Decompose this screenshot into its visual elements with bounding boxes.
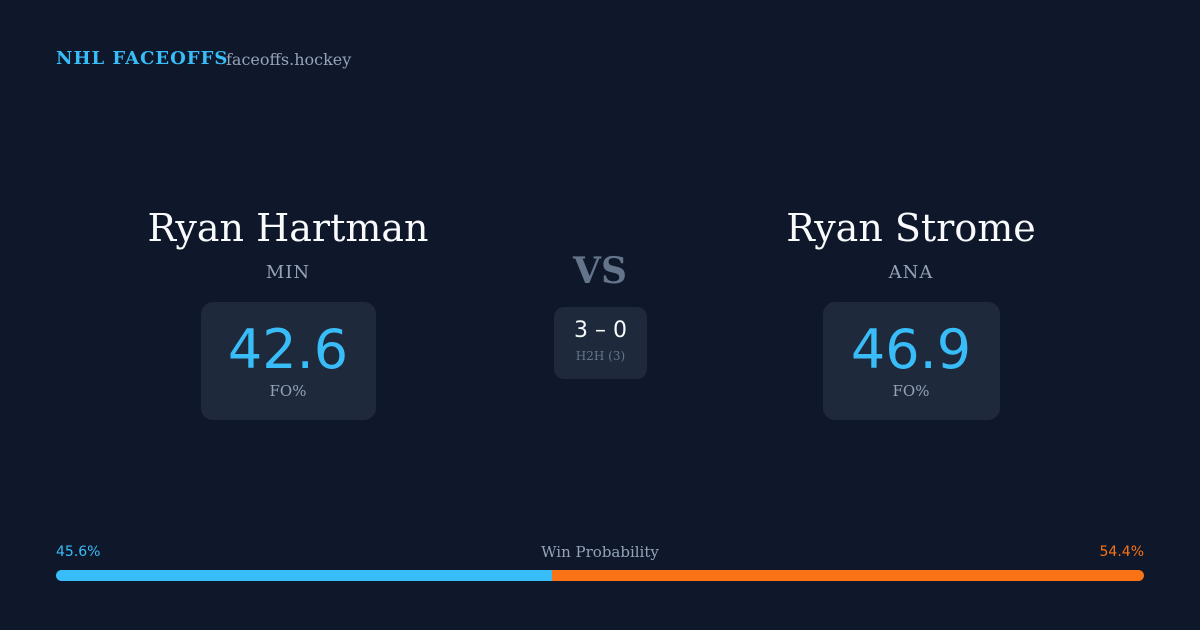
win-prob-bar [56, 570, 1144, 581]
fo-label: FO% [892, 382, 930, 400]
site-name: faceoffs.hockey [226, 50, 352, 69]
player-team: ANA [888, 262, 934, 283]
fo-label: FO% [269, 382, 307, 400]
versus: VS [573, 250, 627, 292]
win-prob-segment [56, 570, 553, 581]
stat-box [201, 302, 376, 420]
win-prob-segment [552, 570, 1144, 581]
h2h-label: H2H (3) [575, 349, 626, 363]
h2h-score: 3 – 0 [574, 318, 627, 343]
player-name: Ryan Strome [786, 206, 1036, 250]
stat-box [823, 302, 1000, 420]
h2h-box [554, 307, 647, 379]
win-prob-right: 54.4% [1099, 544, 1144, 560]
player-team: MIN [265, 262, 311, 283]
player-name: Ryan Hartman [147, 206, 429, 250]
fo-pct: 46.9 [850, 318, 972, 381]
win-prob-label: Win Probability [541, 543, 659, 561]
win-prob-left: 45.6% [56, 544, 101, 560]
fo-pct: 42.6 [227, 318, 349, 381]
brand-title: NHL FACEOFFS [56, 48, 229, 69]
